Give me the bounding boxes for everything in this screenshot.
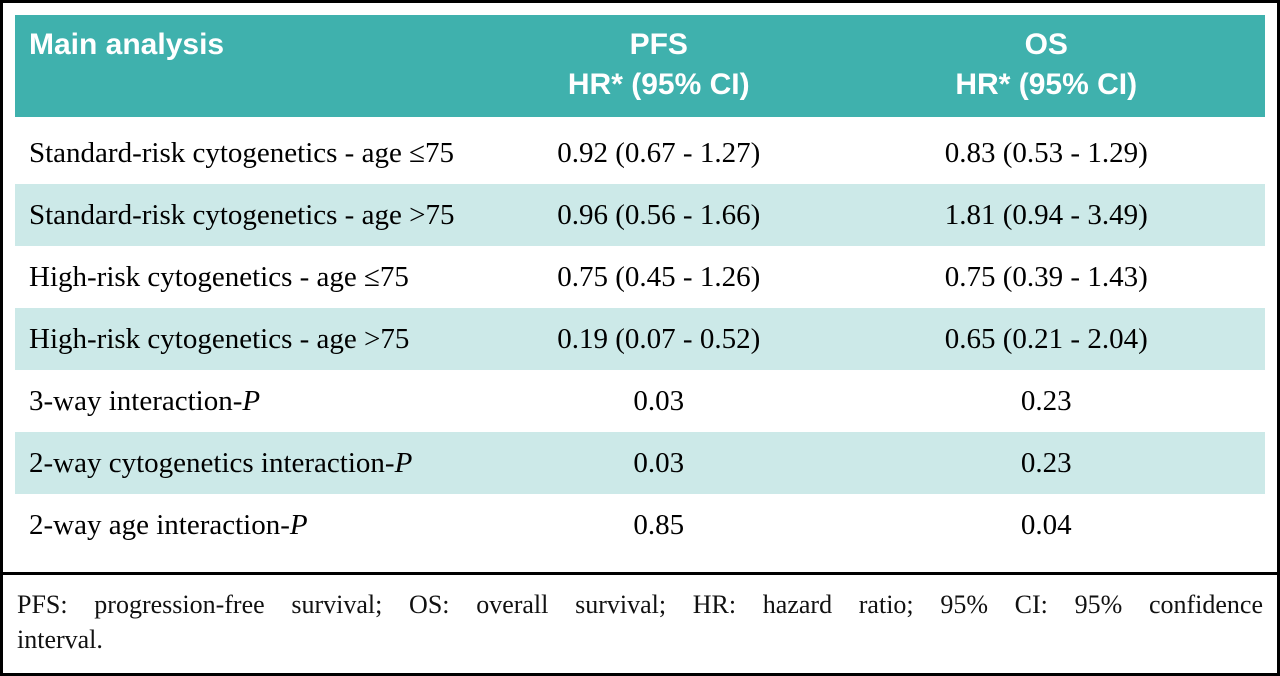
pfs-value: 0.03: [633, 446, 685, 479]
header-os: OS HR* (95% CI): [828, 15, 1266, 117]
row-label-italic: P: [394, 446, 413, 479]
row-label-text: 3-way interaction-: [29, 384, 243, 417]
footnote-divider: [3, 572, 1277, 575]
row-label: Standard-risk cytogenetics - age >75: [15, 199, 490, 232]
row-label: High-risk cytogenetics - age ≤75: [15, 261, 490, 294]
row-label-text: 2-way cytogenetics interaction-: [29, 446, 395, 479]
os-value: 0.04: [1020, 508, 1072, 541]
os-value: 0.23: [1020, 384, 1072, 417]
table-row: Standard-risk cytogenetics - age >75 0.9…: [15, 184, 1265, 246]
pfs-value: 0.19 (0.07 - 0.52): [557, 322, 761, 355]
row-label-text: High-risk cytogenetics - age >75: [29, 322, 410, 355]
row-label: High-risk cytogenetics - age >75: [15, 323, 490, 356]
os-value: 1.81 (0.94 - 3.49): [944, 198, 1148, 231]
pfs-value: 0.03: [633, 384, 685, 417]
row-label-text: 2-way age interaction-: [29, 508, 290, 541]
header-pfs-line1: PFS: [629, 28, 688, 61]
os-value: 0.65 (0.21 - 2.04): [944, 322, 1148, 355]
os-value: 0.75 (0.39 - 1.43): [944, 260, 1148, 293]
row-label-text: Standard-risk cytogenetics - age ≤75: [29, 136, 455, 169]
row-label: 3-way interaction-P: [15, 385, 490, 418]
header-os-line2: HR* (95% CI): [955, 67, 1138, 101]
table-header-row: Main analysis PFS HR* (95% CI) OS HR* (9…: [15, 15, 1265, 117]
pfs-value: 0.85: [633, 508, 685, 541]
header-os-line1: OS: [1024, 28, 1068, 61]
table-row: 3-way interaction-P 0.03 0.23: [15, 370, 1265, 432]
header-pfs: PFS HR* (95% CI): [490, 15, 828, 117]
table-row: 2-way cytogenetics interaction-P 0.03 0.…: [15, 432, 1265, 494]
row-label-italic: P: [289, 508, 308, 541]
row-label: 2-way age interaction-P: [15, 509, 490, 542]
table-row: 2-way age interaction-P 0.85 0.04: [15, 494, 1265, 556]
row-label: 2-way cytogenetics interaction-P: [15, 447, 490, 480]
pfs-value: 0.92 (0.67 - 1.27): [557, 136, 761, 169]
pfs-value: 0.75 (0.45 - 1.26): [557, 260, 761, 293]
os-value: 0.23: [1020, 446, 1072, 479]
row-label-italic: P: [242, 384, 261, 417]
table-body: Standard-risk cytogenetics - age ≤75 0.9…: [15, 122, 1265, 556]
header-main-analysis: Main analysis: [29, 28, 225, 61]
footnote: PFS: progression-free survival; OS: over…: [15, 575, 1265, 657]
os-value: 0.83 (0.53 - 1.29): [944, 136, 1148, 169]
table-row: High-risk cytogenetics - age >75 0.19 (0…: [15, 308, 1265, 370]
row-label-text: Standard-risk cytogenetics - age >75: [29, 198, 455, 231]
footnote-line-2: interval.: [17, 625, 103, 655]
table-row: Standard-risk cytogenetics - age ≤75 0.9…: [15, 122, 1265, 184]
pfs-value: 0.96 (0.56 - 1.66): [557, 198, 761, 231]
footnote-line-1: PFS: progression-free survival; OS: over…: [17, 590, 1263, 619]
row-label-text: High-risk cytogenetics - age ≤75: [29, 260, 409, 293]
table-row: High-risk cytogenetics - age ≤75 0.75 (0…: [15, 246, 1265, 308]
row-label: Standard-risk cytogenetics - age ≤75: [15, 137, 490, 170]
header-pfs-line2: HR* (95% CI): [567, 67, 750, 101]
